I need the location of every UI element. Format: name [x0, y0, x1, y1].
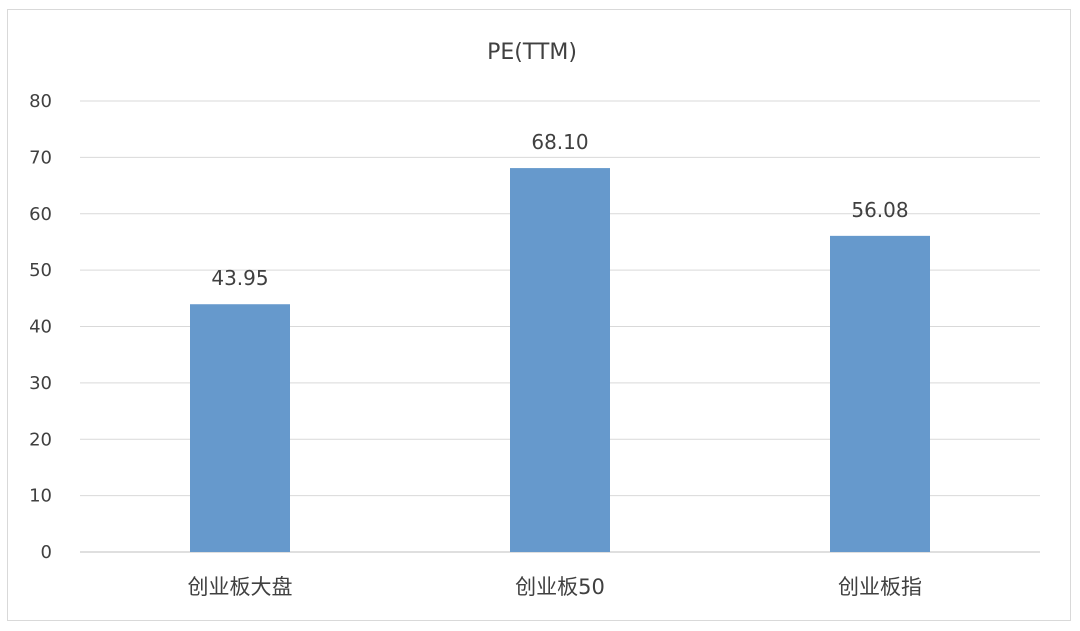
bar [510, 168, 610, 552]
y-tick-label: 50 [29, 260, 52, 281]
y-axis-ticks: 0 10 20 30 40 50 60 70 80 [29, 91, 52, 563]
data-label: 68.10 [531, 130, 588, 154]
y-tick-label: 70 [29, 147, 52, 168]
y-tick-label: 10 [29, 486, 52, 507]
x-tick-label: 创业板指 [838, 575, 922, 599]
y-tick-label: 30 [29, 373, 52, 394]
y-tick-label: 40 [29, 317, 52, 338]
x-tick-label: 创业板大盘 [188, 575, 293, 599]
bars [190, 168, 930, 552]
data-label: 43.95 [211, 266, 268, 290]
chart-title: PE(TTM) [487, 40, 577, 65]
data-label: 56.08 [851, 198, 908, 222]
y-tick-label: 80 [29, 91, 52, 112]
data-labels: 43.95 68.10 56.08 [211, 130, 908, 290]
y-tick-label: 0 [41, 542, 52, 563]
y-tick-label: 20 [29, 429, 52, 450]
y-tick-label: 60 [29, 204, 52, 225]
x-tick-label: 创业板50 [515, 575, 605, 599]
bar [190, 304, 290, 552]
x-axis-ticks: 创业板大盘 创业板50 创业板指 [188, 575, 923, 599]
bar [830, 235, 930, 552]
